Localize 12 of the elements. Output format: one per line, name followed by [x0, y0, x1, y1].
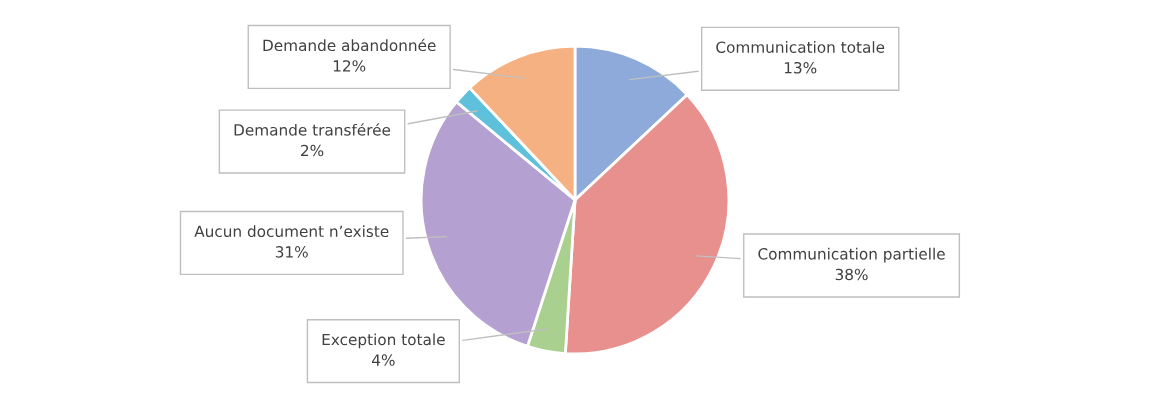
slice-label: Demande abandonnée — [263, 38, 436, 52]
data-label: 13% — [784, 61, 817, 74]
data-label: 31% — [275, 246, 308, 258]
slice-label: Demande transférée — [234, 123, 391, 136]
data-label: 12% — [333, 60, 366, 72]
slice-label: Exception totale — [322, 333, 445, 349]
slice-label: Communication partielle — [758, 247, 945, 263]
data-label: 2% — [301, 144, 324, 157]
slice-label: Communication totale — [716, 41, 885, 53]
slice-label: Aucun document n’existe — [194, 225, 389, 238]
data-label: 38% — [835, 268, 868, 281]
data-label: 4% — [371, 354, 395, 366]
